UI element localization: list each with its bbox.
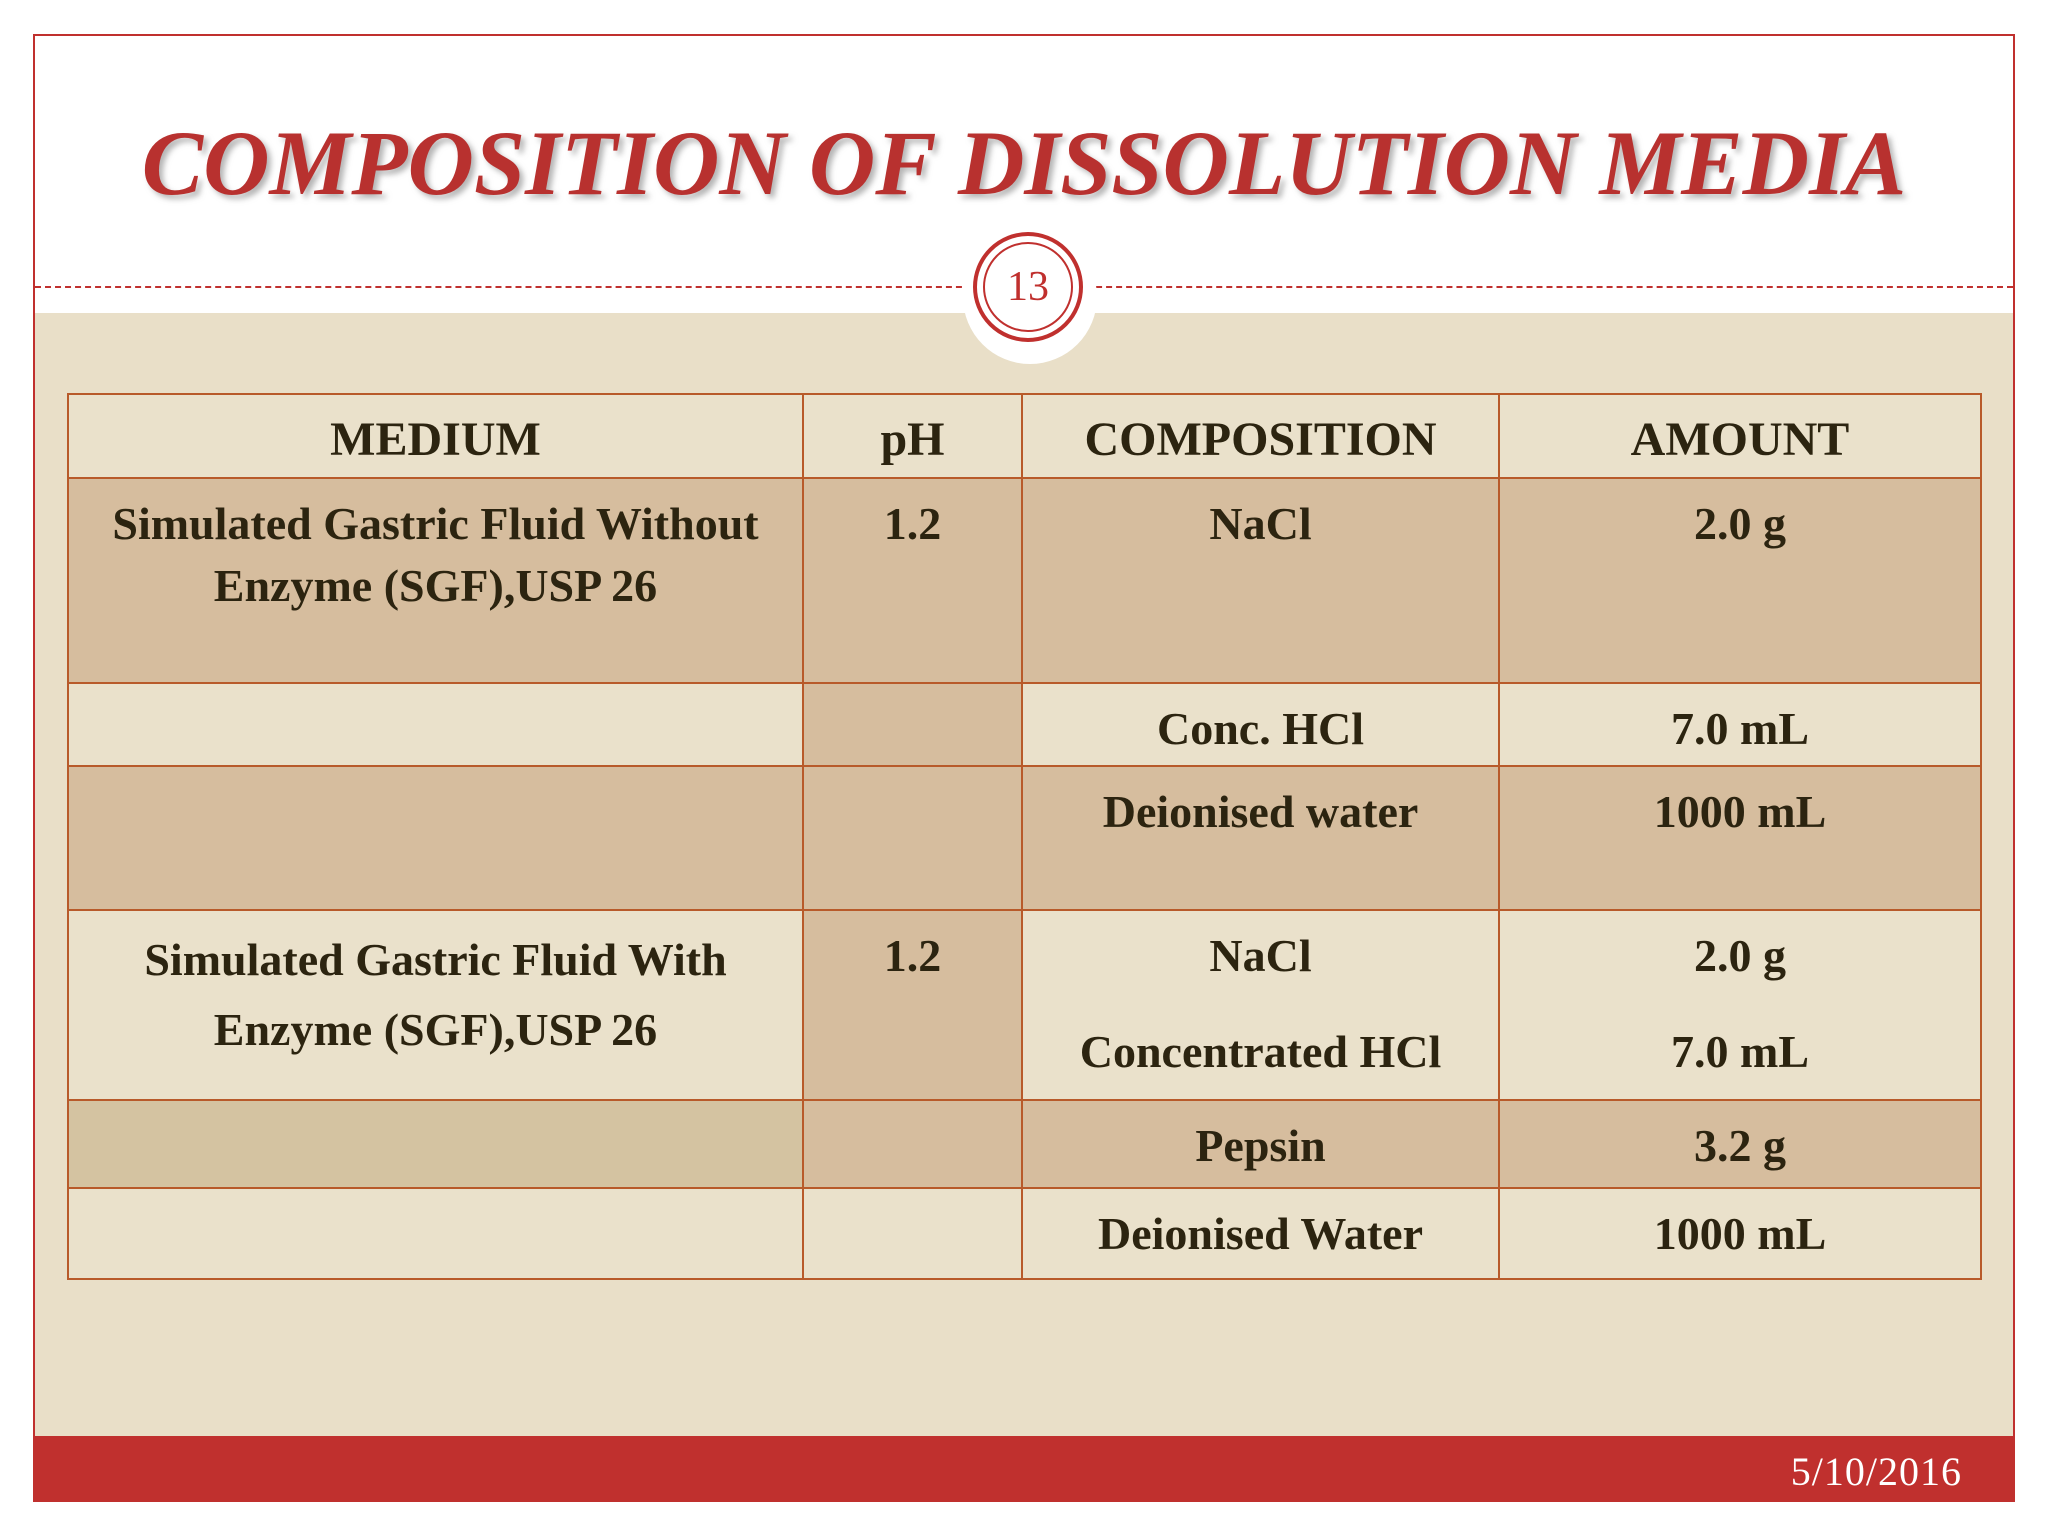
medium-cell — [67, 1099, 804, 1189]
footer-bar — [35, 1436, 2013, 1502]
medium-cell: Simulated Gastric Fluid Without Enzyme (… — [67, 477, 804, 684]
amount-cell: 3.2 g — [1498, 1099, 1982, 1189]
amount-cell: 2.0 g — [1498, 477, 1982, 684]
header-amount: AMOUNT — [1498, 393, 1982, 479]
medium-cell — [67, 682, 804, 767]
medium-cell — [67, 765, 804, 911]
slide-title: COMPOSITION OF DISSOLUTION MEDIA — [141, 112, 1907, 214]
table-row: Simulated Gastric Fluid With Enzyme (SGF… — [67, 909, 1982, 1101]
ph-cell — [802, 1187, 1023, 1280]
composition-cell: Conc. HCl — [1021, 682, 1500, 767]
composition-cell: Deionised Water — [1021, 1187, 1500, 1280]
page-number: 13 — [1007, 264, 1049, 310]
composition-cell: Pepsin — [1021, 1099, 1500, 1189]
amount-cell: 7.0 mL — [1498, 682, 1982, 767]
medium-cell — [67, 1187, 804, 1280]
amount-line: 7.0 mL — [1671, 1026, 1809, 1077]
composition-cell: NaCl Concentrated HCl — [1021, 909, 1500, 1101]
ph-cell — [802, 765, 1023, 911]
table-row: Pepsin 3.2 g — [67, 1099, 1982, 1189]
amount-cell: 2.0 g 7.0 mL — [1498, 909, 1982, 1101]
header-composition: COMPOSITION — [1021, 393, 1500, 479]
amount-line: 2.0 g — [1694, 930, 1786, 981]
ph-cell — [802, 682, 1023, 767]
table-row: Conc. HCl 7.0 mL — [67, 682, 1982, 767]
composition-line: NaCl — [1209, 930, 1312, 981]
composition-cell: Deionised water — [1021, 765, 1500, 911]
dissolution-media-table: MEDIUM pH COMPOSITION AMOUNT Simulated G… — [67, 393, 1982, 1280]
composition-cell: NaCl — [1021, 477, 1500, 684]
composition-line: Concentrated HCl — [1079, 1026, 1442, 1077]
table-row: Deionised water 1000 mL — [67, 765, 1982, 911]
table-header-row: MEDIUM pH COMPOSITION AMOUNT — [67, 393, 1982, 479]
header-ph: pH — [802, 393, 1023, 479]
amount-cell: 1000 mL — [1498, 1187, 1982, 1280]
header-medium: MEDIUM — [67, 393, 804, 479]
ph-cell: 1.2 — [802, 477, 1023, 684]
table-row: Simulated Gastric Fluid Without Enzyme (… — [67, 477, 1982, 684]
page-number-badge: 13 — [983, 242, 1073, 332]
slide-date: 5/10/2016 — [1790, 1449, 1962, 1494]
table-row: Deionised Water 1000 mL — [67, 1187, 1982, 1280]
amount-cell: 1000 mL — [1498, 765, 1982, 911]
medium-cell: Simulated Gastric Fluid With Enzyme (SGF… — [67, 909, 804, 1101]
ph-cell: 1.2 — [802, 909, 1023, 1101]
ph-cell — [802, 1099, 1023, 1189]
